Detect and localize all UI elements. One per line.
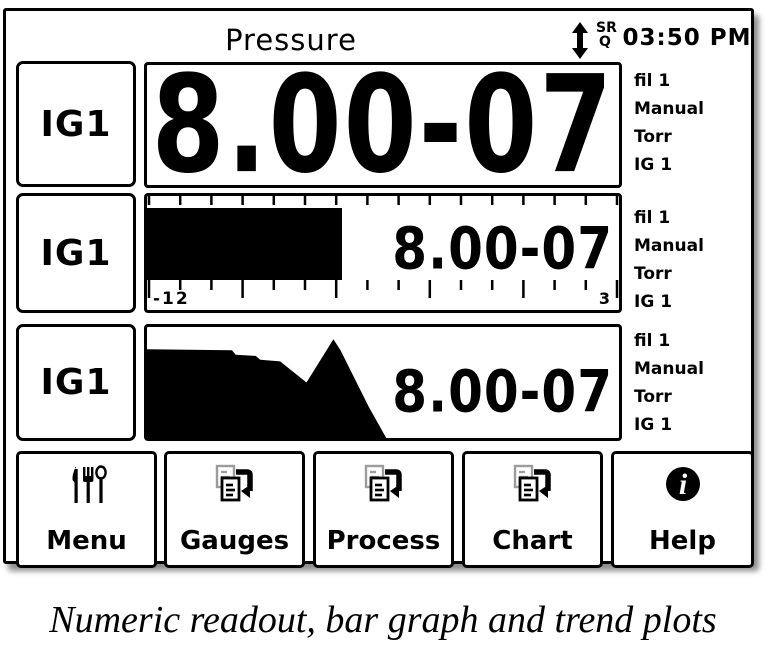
- pages-icon: [465, 464, 600, 506]
- page-title: Pressure: [225, 23, 357, 57]
- gauge-select-row1[interactable]: IG1: [16, 61, 136, 187]
- info-filament: fil 1: [634, 331, 671, 351]
- scale-min-label: -12: [153, 289, 190, 309]
- menu-button-label: Menu: [46, 526, 127, 556]
- status-q: Q: [599, 34, 611, 50]
- scroll-updown-icon[interactable]: [570, 22, 590, 63]
- info-gauge: IG 1: [634, 415, 673, 435]
- info-mode: Manual: [634, 236, 704, 256]
- bar-graph-svg: [147, 196, 619, 298]
- info-gauge: IG 1: [634, 155, 673, 175]
- device-screen: Pressure SR Q 03:50 PM IG1 8.00-07 fil 1…: [3, 8, 754, 568]
- chart-button[interactable]: Chart: [462, 451, 603, 568]
- help-button[interactable]: i Help: [611, 451, 754, 568]
- info-mode: Manual: [634, 359, 704, 379]
- info-icon: i: [614, 464, 751, 506]
- help-button-label: Help: [649, 526, 716, 556]
- menu-button[interactable]: Menu: [16, 451, 157, 568]
- svg-text:i: i: [678, 468, 687, 501]
- pressure-value-bar: 8.00-07: [392, 215, 613, 283]
- pressure-value-large: 8.00-07: [151, 62, 615, 188]
- trend-plot-row3[interactable]: 8.00-07: [144, 324, 622, 441]
- chart-button-label: Chart: [492, 526, 573, 556]
- gauge-label: IG1: [40, 362, 112, 403]
- numeric-readout-row1[interactable]: 8.00-07: [144, 62, 622, 188]
- gauge-select-row2[interactable]: IG1: [16, 193, 136, 313]
- info-filament: fil 1: [634, 71, 671, 91]
- utensils-icon: [19, 464, 154, 506]
- time-display: 03:50 PM: [622, 25, 752, 51]
- gauge-info-row3: fil 1 Manual Torr IG 1: [634, 327, 759, 439]
- pages-icon: [167, 464, 302, 506]
- info-mode: Manual: [634, 99, 704, 119]
- status-indicator: SR Q: [596, 21, 617, 49]
- gauge-info-row1: fil 1 Manual Torr IG 1: [634, 67, 759, 179]
- gauges-button[interactable]: Gauges: [164, 451, 305, 568]
- scale-max-label: 3: [598, 289, 610, 308]
- info-units: Torr: [634, 387, 672, 407]
- gauge-select-row3[interactable]: IG1: [16, 324, 136, 441]
- process-button[interactable]: Process: [313, 451, 454, 568]
- gauge-label: IG1: [40, 103, 112, 145]
- info-gauge: IG 1: [634, 292, 673, 312]
- trend-plot-svg: [147, 339, 387, 438]
- gauge-label: IG1: [40, 232, 112, 274]
- pages-icon: [316, 464, 451, 506]
- figure-caption: Numeric readout, bar graph and trend plo…: [49, 599, 717, 641]
- info-units: Torr: [634, 264, 672, 284]
- pressure-value-trend: 8.00-07: [392, 358, 613, 426]
- gauge-info-row2: fil 1 Manual Torr IG 1: [634, 204, 759, 316]
- process-button-label: Process: [326, 526, 441, 556]
- status-sr: SR: [596, 20, 617, 36]
- info-filament: fil 1: [634, 208, 671, 228]
- info-units: Torr: [634, 127, 672, 147]
- bar-graph-row2[interactable]: 8.00-07 -12 3: [144, 193, 622, 313]
- gauges-button-label: Gauges: [179, 526, 290, 556]
